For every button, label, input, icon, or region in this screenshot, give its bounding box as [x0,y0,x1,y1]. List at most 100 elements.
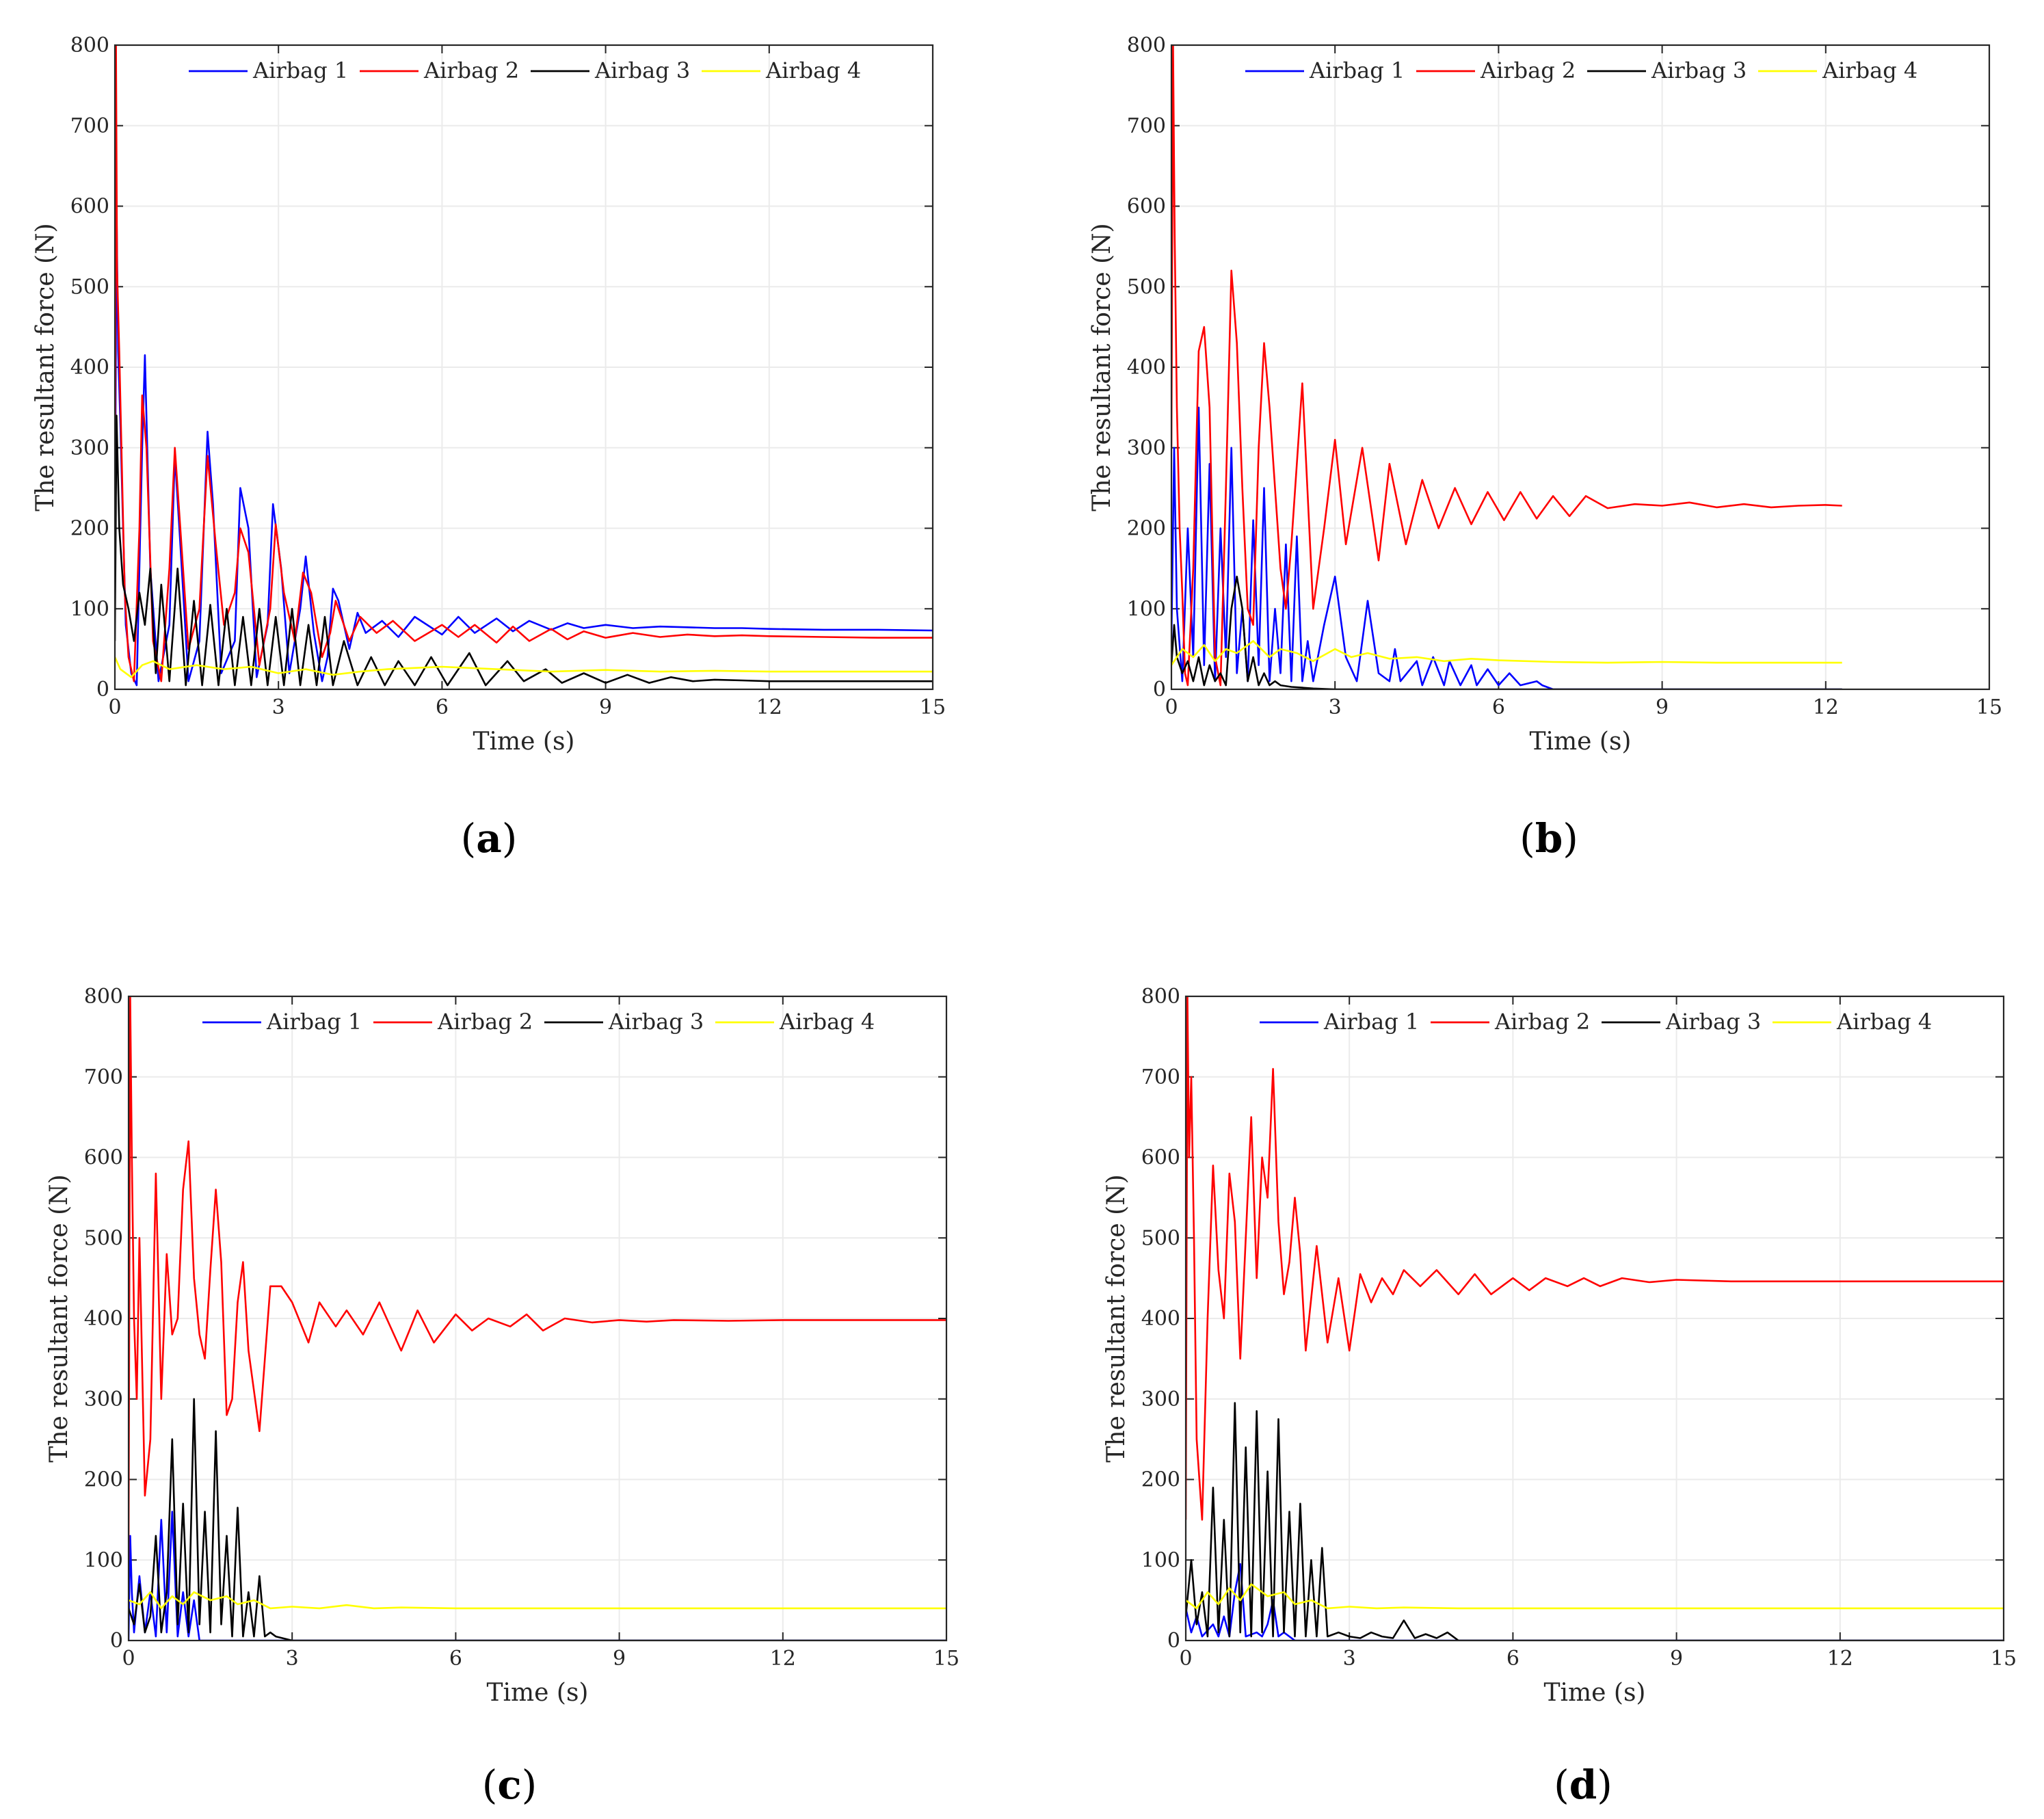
panel-label-letter: d [1569,1762,1597,1808]
axes-box [114,44,934,691]
y-tick-label: 100 [70,597,109,621]
series-line-airbag-2 [1171,45,1842,687]
x-tick-label: 3 [272,695,285,719]
y-tick-label: 800 [84,985,123,1009]
axes-box [127,995,948,1642]
x-tick-label: 15 [933,1647,959,1671]
panel-label-open-paren: ( [461,815,477,862]
x-tick-label: 15 [920,695,946,719]
series-line-airbag-4 [115,656,933,678]
series-line-airbag-4 [129,1591,946,1610]
y-tick-label: 0 [1167,1629,1180,1653]
x-tick-label: 9 [1656,695,1669,719]
y-tick-label: 700 [84,1065,123,1089]
x-tick-label: 3 [1329,695,1342,719]
y-tick-label: 700 [70,114,109,138]
panel-label-open-paren: ( [1519,815,1535,862]
panel-label-close-paren: ) [1597,1762,1612,1808]
x-tick-label: 0 [108,695,121,719]
series-line-airbag-3 [129,1398,946,1641]
series-group [129,996,946,1641]
y-tick-label: 300 [1141,1388,1180,1411]
y-tick-label: 200 [70,517,109,541]
series-line-airbag-3 [1171,575,1842,689]
x-axis-label: Time (s) [1544,1679,1646,1707]
panel-d: 0 3 6 9 12 15 0 100 200 300 400 500 600 700 800 Airbag … [1102,985,2017,1808]
x-tick-label: 9 [1670,1647,1683,1671]
x-tick-label: 3 [286,1647,299,1671]
x-tick-label: 0 [122,1647,135,1671]
y-tick-label: 500 [84,1226,123,1250]
x-tick-label: 12 [1813,695,1839,719]
legend: Airbag 1 Airbag 2 Airbag 3 Airbag 4 [1245,57,1917,83]
legend-label-airbag-1: Airbag 1 [1323,1009,1419,1035]
y-tick-label: 200 [1141,1468,1180,1492]
panel-label: (b) [1519,815,1578,862]
series-group [115,45,933,687]
y-tick-label: 0 [110,1629,123,1653]
panel-c: 0 3 6 9 12 15 0 100 200 300 400 500 600 700 800 Airbag … [45,985,959,1808]
legend: Airbag 1 Airbag 2 Airbag 3 Airbag 4 [1260,1009,1932,1035]
panel-label-letter: a [476,815,502,862]
y-tick-label: 400 [84,1307,123,1331]
legend: Airbag 1 Airbag 2 Airbag 3 Airbag 4 [189,57,861,83]
panel-a: 0 3 6 9 12 15 0 100 200 300 400 500 600 700 800 Airbag … [31,34,946,862]
series-line-airbag-2 [129,996,946,1561]
x-axis-label: Time (s) [1530,728,1632,756]
y-tick-label: 200 [1127,517,1166,541]
panel-label-letter: c [497,1762,521,1808]
legend-label-airbag-1: Airbag 1 [266,1009,362,1035]
y-tick-label: 600 [1127,195,1166,219]
series-line-airbag-2 [115,45,933,682]
y-tick-label: 300 [1127,436,1166,460]
x-tick-label: 6 [436,695,449,719]
legend: Airbag 1 Airbag 2 Airbag 3 Airbag 4 [202,1009,875,1035]
axes-box [1184,995,2005,1642]
x-tick-label: 9 [613,1647,626,1671]
legend-label-airbag-4: Airbag 4 [1836,1009,1932,1035]
series-group [1186,996,2004,1641]
y-tick-label: 400 [1141,1307,1180,1331]
panel-label-close-paren: ) [1563,815,1578,862]
y-tick-label: 400 [70,356,109,380]
series-group [1171,45,1842,689]
y-axis-label: The resultant force (N) [1088,223,1116,511]
x-tick-label: 6 [449,1647,462,1671]
y-tick-label: 800 [70,34,109,57]
series-line-airbag-4 [1171,640,1842,666]
panel-label: (d) [1554,1762,1612,1808]
legend-label-airbag-2: Airbag 2 [437,1009,533,1035]
y-tick-label: 300 [84,1388,123,1411]
panel-label: (a) [461,815,518,862]
y-tick-label: 800 [1127,34,1166,57]
legend-label-airbag-4: Airbag 4 [779,1009,875,1035]
y-axis-label: The resultant force (N) [1102,1174,1130,1462]
x-tick-label: 15 [1991,1647,2017,1671]
x-tick-label: 6 [1507,1647,1519,1671]
y-tick-label: 100 [84,1548,123,1572]
tick-marks [1185,996,2004,1641]
y-tick-label: 0 [96,678,109,702]
legend-label-airbag-2: Airbag 2 [423,57,519,83]
x-tick-label: 12 [756,695,782,719]
y-tick-label: 100 [1141,1548,1180,1572]
x-tick-label: 6 [1492,695,1505,719]
y-tick-label: 700 [1127,114,1166,138]
y-tick-label: 600 [70,195,109,219]
y-axis-label: The resultant force (N) [45,1174,73,1462]
y-axis-label: The resultant force (N) [31,223,59,511]
series-line-airbag-3 [1186,1402,2004,1641]
y-tick-label: 300 [70,436,109,460]
x-axis-label: Time (s) [487,1679,589,1707]
y-tick-label: 800 [1141,985,1180,1009]
x-tick-label: 3 [1343,1647,1356,1671]
legend-label-airbag-4: Airbag 4 [765,57,861,83]
series-line-airbag-1 [1186,1563,2004,1641]
x-tick-label: 12 [1827,1647,1853,1671]
series-line-airbag-4 [1186,1583,2004,1610]
x-tick-label: 0 [1179,1647,1192,1671]
legend-label-airbag-3: Airbag 3 [1665,1009,1761,1035]
panel-label-open-paren: ( [482,1762,498,1808]
y-tick-label: 500 [70,275,109,299]
